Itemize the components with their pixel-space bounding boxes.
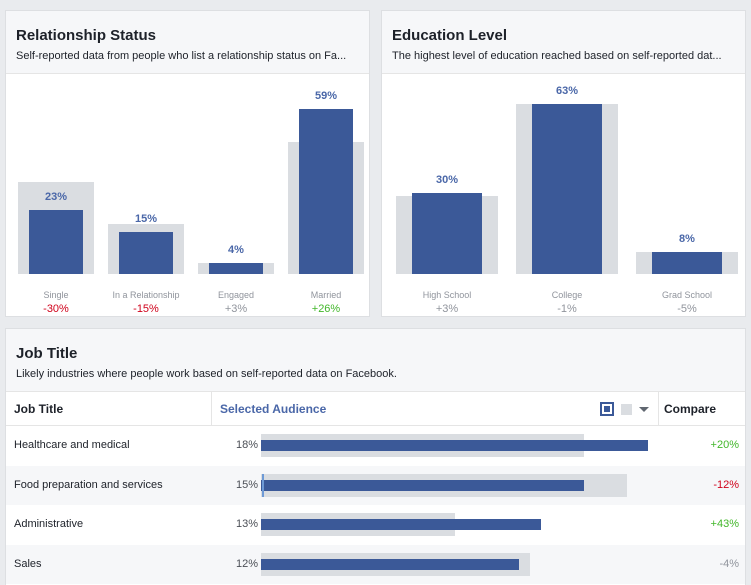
- panel-title: Relationship Status: [16, 27, 157, 44]
- panel-header: Relationship Status Self-reported data f…: [6, 11, 369, 74]
- audience-bar: [261, 519, 541, 530]
- audience-percent-cell: 15%: [235, 478, 258, 491]
- panel-header: Education Level The highest level of edu…: [382, 11, 745, 74]
- relationship-chart: 23% Single -30% 15% In a Relationship -15% 4% E…: [6, 74, 369, 316]
- education-level-panel: Education Level The highest level of edu…: [381, 10, 746, 317]
- category-label: Engaged: [217, 290, 255, 300]
- difference-label: +26%: [311, 303, 341, 315]
- compare-cell: +43%: [710, 518, 739, 530]
- audience-percent-cell: 13%: [235, 518, 258, 530]
- audience-bar: [261, 558, 519, 570]
- job-title-cell: Healthcare and medical: [14, 439, 130, 451]
- category-label: Grad School: [661, 290, 713, 300]
- audience-bar: [299, 108, 353, 274]
- job-title-cell: Sales: [14, 557, 42, 570]
- table-row[interactable]: Sales 12% -4%: [6, 544, 745, 584]
- table-row[interactable]: Food preparation and services 15% -12%: [6, 465, 745, 505]
- audience-bar: [29, 209, 83, 274]
- chart-group[interactable]: 30% High School +3%: [392, 74, 502, 316]
- column-header-compare[interactable]: Compare: [658, 392, 745, 426]
- category-label: In a Relationship: [112, 290, 180, 300]
- job-title-panel: Job Title Likely industries where people…: [5, 328, 746, 585]
- compare-cell: -12%: [713, 478, 739, 491]
- audience-bar: [532, 103, 602, 274]
- compare-cell: -4%: [719, 557, 739, 570]
- bar-value-label: 8%: [679, 233, 695, 246]
- panel-subtitle: Self-reported data from people who list …: [16, 50, 347, 62]
- category-label: High School: [422, 290, 472, 300]
- category-label: Married: [310, 290, 342, 300]
- difference-label: -1%: [557, 303, 577, 315]
- audience-bar: [412, 193, 482, 274]
- panel-subtitle: Likely industries where people work base…: [16, 368, 397, 380]
- difference-label: -5%: [677, 303, 697, 315]
- job-title-cell: Administrative: [14, 518, 84, 530]
- difference-label: -15%: [133, 303, 159, 315]
- relationship-status-panel: Relationship Status Self-reported data f…: [5, 10, 370, 317]
- chart-group[interactable]: 63% College -1%: [512, 74, 622, 316]
- comparison-legend-icon[interactable]: [621, 404, 632, 415]
- difference-label: -30%: [43, 303, 69, 315]
- job-table: Job Title Selected Audience Compare Heal…: [6, 392, 745, 584]
- row-highlight-marker: [262, 473, 264, 497]
- table-body: Healthcare and medical 18% +20% Food prepar…: [6, 426, 745, 584]
- panel-subtitle: The highest level of education reached b…: [392, 50, 722, 62]
- column-header-selected-audience[interactable]: Selected Audience: [211, 392, 658, 426]
- chart-group[interactable]: 15% In a Relationship -15%: [106, 74, 186, 316]
- panel-title: Job Title: [16, 345, 78, 362]
- chart-group[interactable]: 8% Grad School -5%: [632, 74, 742, 316]
- category-label: College: [551, 290, 583, 300]
- selected-audience-legend-icon[interactable]: [600, 402, 614, 416]
- audience-bar: [119, 232, 173, 274]
- difference-label: +3%: [435, 303, 459, 315]
- audience-bar: [209, 262, 263, 274]
- panel-title: Education Level: [392, 27, 508, 44]
- bar-value-label: 59%: [314, 89, 338, 102]
- chart-group[interactable]: 59% Married +26%: [286, 74, 366, 316]
- bar-value-label: 4%: [228, 243, 244, 256]
- bar-value-label: 30%: [435, 174, 459, 186]
- job-title-cell: Food preparation and services: [14, 478, 163, 491]
- difference-label: +3%: [224, 303, 248, 315]
- table-header: Job Title Selected Audience Compare: [6, 392, 745, 426]
- table-row[interactable]: Administrative 13% +43%: [6, 505, 745, 545]
- audience-percent-cell: 12%: [235, 557, 258, 570]
- chart-group[interactable]: 4% Engaged +3%: [196, 74, 276, 316]
- audience-percent-cell: 18%: [235, 439, 258, 451]
- column-header-job-title[interactable]: Job Title: [14, 402, 64, 416]
- bar-value-label: 23%: [44, 190, 68, 203]
- bar-value-label: 63%: [555, 84, 579, 97]
- audience-bar: [652, 252, 722, 274]
- table-row[interactable]: Healthcare and medical 18% +20%: [6, 426, 745, 466]
- bar-value-label: 15%: [134, 213, 158, 225]
- category-label: Single: [43, 290, 69, 300]
- compare-cell: +20%: [710, 439, 739, 451]
- audience-bar: [261, 440, 648, 451]
- panel-header: Job Title Likely industries where people…: [6, 329, 745, 392]
- chart-group[interactable]: 23% Single -30%: [16, 74, 96, 316]
- chevron-down-icon[interactable]: [639, 407, 649, 412]
- audience-bar: [261, 479, 584, 491]
- education-chart: 30% High School +3% 63% College -1% 8% Grad Sch…: [382, 74, 745, 316]
